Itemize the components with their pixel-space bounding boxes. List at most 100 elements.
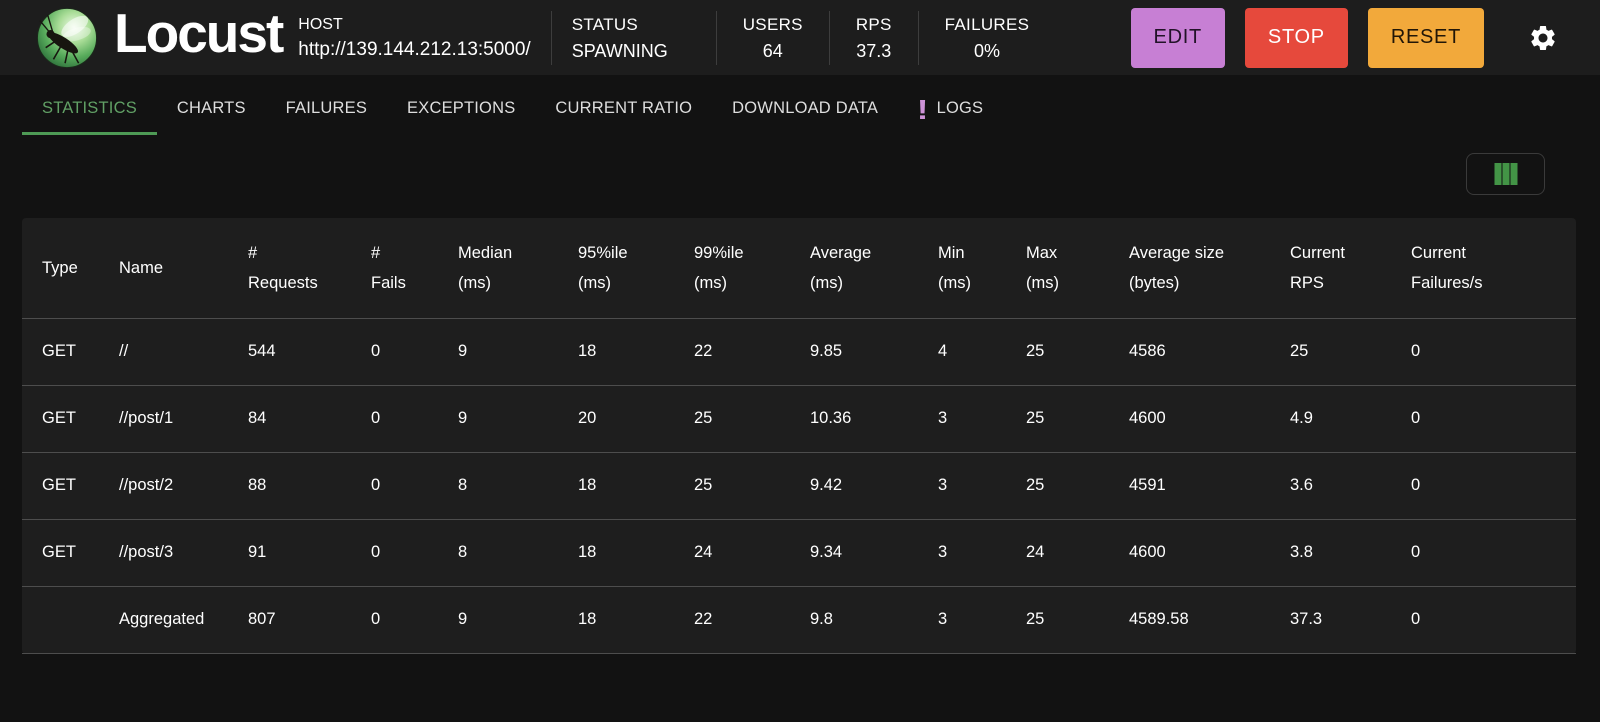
stop-button[interactable]: STOP <box>1244 7 1348 68</box>
table-cell: GET <box>42 543 76 561</box>
reset-button[interactable]: RESET <box>1367 7 1484 68</box>
table-cell: //post/3 <box>119 543 174 561</box>
tab-label: CURRENT RATIO <box>555 99 693 117</box>
column-header-line2: (bytes) <box>1129 273 1180 292</box>
column-header[interactable]: # Requests <box>228 218 351 318</box>
table-cell: 4591 <box>1129 476 1166 494</box>
table-cell: 25 <box>694 476 713 494</box>
table-row: GET //post/3 91 0 8 18 24 9.34 3 24 4600 3.8 0 <box>22 519 1576 586</box>
divider <box>550 10 552 65</box>
table-cell: 9.42 <box>810 476 843 494</box>
tab-statistics[interactable]: STATISTICS <box>22 85 157 135</box>
column-header[interactable]: Min (ms) <box>918 218 1006 318</box>
settings-button[interactable] <box>1528 23 1558 53</box>
table-cell: 25 <box>1026 342 1045 360</box>
table-cell: //post/1 <box>119 409 174 427</box>
table-cell: 3 <box>938 409 948 427</box>
column-header[interactable]: # Fails <box>351 218 438 318</box>
column-header[interactable]: Current Failures/s <box>1391 218 1576 318</box>
stat-users-label: USERS <box>742 14 803 34</box>
table-cell: 25 <box>1026 476 1045 494</box>
column-header-line1: Average size <box>1129 243 1225 262</box>
column-header[interactable]: 95%ile (ms) <box>558 218 674 318</box>
table-cell: 18 <box>578 476 597 494</box>
table-cell: 9 <box>458 409 468 427</box>
tab-label: CHARTS <box>176 99 246 117</box>
table-cell: 9.85 <box>810 342 843 360</box>
table-cell: 9 <box>458 610 468 628</box>
table-cell: 8 <box>458 543 468 561</box>
table-cell: 9.34 <box>810 543 843 561</box>
table-cell: //post/2 <box>119 476 174 494</box>
edit-button[interactable]: EDIT <box>1130 7 1225 68</box>
table-cell: 0 <box>1411 409 1421 427</box>
column-header-line1: Min <box>938 243 965 262</box>
table-cell: 0 <box>371 342 381 360</box>
table-cell: 91 <box>248 543 267 561</box>
table-cell: 84 <box>248 409 267 427</box>
column-header[interactable]: Name <box>99 218 228 318</box>
column-header-line2: (ms) <box>458 273 491 292</box>
stat-users: USERS 64 <box>717 11 829 65</box>
table-cell: 0 <box>371 543 381 561</box>
aggregated-row: Aggregated 807 0 9 18 22 9.8 3 25 4589.58 37.3 0 <box>22 586 1576 653</box>
table-cell: 24 <box>1026 543 1045 561</box>
table-row: GET // 544 0 9 18 22 9.85 4 25 4586 25 0 <box>22 318 1576 385</box>
host-label: HOST <box>298 15 343 33</box>
column-header-line1: 99%ile <box>694 243 744 262</box>
tab-label: FAILURES <box>285 99 368 117</box>
table-body: GET//544 0 9 18 22 9.85 4 25 4586 25 0 GET//post/1 8… <box>22 318 1576 653</box>
column-header[interactable]: 99%ile (ms) <box>674 218 790 318</box>
tab-bar: STATISTICS CHARTS FAILURES EXCEPTIONS CURREN… <box>22 85 1600 135</box>
column-selector-button[interactable] <box>1466 153 1545 195</box>
host-block: HOST http://139.144.212.13:5000/ <box>298 13 530 63</box>
column-header[interactable]: Max (ms) <box>1006 218 1109 318</box>
table-cell: 4589.58 <box>1129 610 1189 628</box>
table-row: GET //post/2 88 0 8 18 25 9.42 3 25 4591 3.6 0 <box>22 452 1576 519</box>
column-header[interactable]: Average size (bytes) <box>1109 218 1270 318</box>
tab-label: LOGS <box>936 99 984 117</box>
table-row: GET //post/1 84 0 9 20 25 10.36 3 25 4600 4.9 0 <box>22 385 1576 452</box>
tab-logs[interactable]: ! LOGS <box>898 85 1003 135</box>
table-cell: 25 <box>1026 610 1045 628</box>
column-header[interactable]: Current RPS <box>1270 218 1391 318</box>
divider <box>917 10 919 65</box>
locust-logo[interactable]: Locust <box>36 6 284 69</box>
table-cell: 20 <box>578 409 597 427</box>
column-header-line1: Type <box>42 258 78 277</box>
tab-download-data[interactable]: DOWNLOAD DATA <box>712 85 898 135</box>
table-header: Type Name # Requests # Fails Median (ms) 95%ile (… <box>22 218 1576 318</box>
table-cell: 25 <box>694 409 713 427</box>
column-header-line2: Requests <box>248 273 318 292</box>
column-header-line2: (ms) <box>938 273 971 292</box>
table-cell: Aggregated <box>119 610 205 628</box>
column-header[interactable]: Type <box>22 218 99 318</box>
table-cell: 4600 <box>1129 409 1166 427</box>
table-cell: 4600 <box>1129 543 1166 561</box>
column-header-line1: # <box>248 243 258 262</box>
tab-label: EXCEPTIONS <box>407 99 516 117</box>
table-toolbar <box>0 153 1545 195</box>
column-header-line2: (ms) <box>810 273 843 292</box>
locust-logo-icon <box>36 7 98 68</box>
stat-status-value: SPAWNING <box>571 40 668 61</box>
column-header-line1: Average <box>810 243 872 262</box>
column-header[interactable]: Median (ms) <box>438 218 558 318</box>
column-header-line2: Failures/s <box>1411 273 1483 292</box>
table-cell: 9.8 <box>810 610 833 628</box>
table-cell: 0 <box>371 409 381 427</box>
table-cell: 22 <box>694 610 713 628</box>
statistics-table: Type Name # Requests # Fails Median (ms) 95%ile (… <box>22 218 1576 654</box>
tab-current-ratio[interactable]: CURRENT RATIO <box>535 85 712 135</box>
table-cell: 0 <box>371 610 381 628</box>
table-cell: 3.6 <box>1290 476 1313 494</box>
table-cell: 25 <box>1026 409 1045 427</box>
column-header[interactable]: Average (ms) <box>790 218 918 318</box>
stat-rps-value: 37.3 <box>856 40 892 61</box>
tab-failures[interactable]: FAILURES <box>266 85 387 135</box>
column-header-line2: Fails <box>371 273 406 292</box>
stat-users-value: 64 <box>762 40 783 61</box>
table-cell: 25 <box>1290 342 1309 360</box>
tab-charts[interactable]: CHARTS <box>157 85 266 135</box>
tab-exceptions[interactable]: EXCEPTIONS <box>387 85 535 135</box>
